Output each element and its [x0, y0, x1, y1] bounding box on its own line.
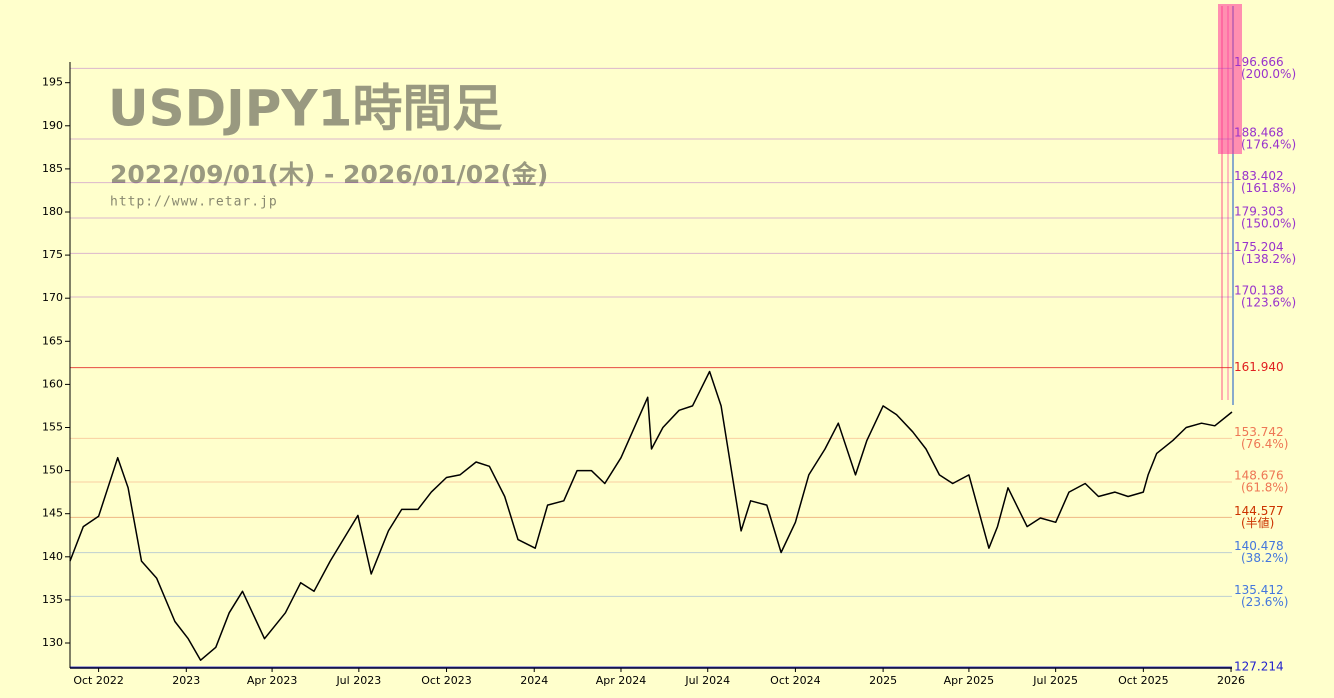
y-tick-label: 175 [42, 248, 63, 261]
level-note: (76.4%) [1241, 437, 1288, 451]
x-tick-label: Jul 2023 [335, 674, 381, 687]
x-tick-label: Jul 2025 [1032, 674, 1078, 687]
y-tick-label: 155 [42, 420, 63, 433]
y-tick-label: 150 [42, 464, 63, 477]
x-tick-label: Oct 2024 [770, 674, 821, 687]
level-note: (23.6%) [1241, 595, 1288, 609]
y-tick-label: 165 [42, 334, 63, 347]
level-label: 135.412 [1234, 583, 1284, 597]
x-tick-label: Oct 2023 [421, 674, 472, 687]
level-label: 140.478 [1234, 539, 1284, 553]
y-tick-label: 130 [42, 636, 63, 649]
x-tick-label: Apr 2025 [944, 674, 995, 687]
level-label: 175.204 [1234, 240, 1284, 254]
deco-block [1218, 4, 1242, 154]
level-note: (61.8%) [1241, 481, 1288, 495]
x-tick-label: Apr 2023 [247, 674, 298, 687]
y-tick-label: 135 [42, 593, 63, 606]
x-tick-label: 2026 [1217, 674, 1245, 687]
x-tick-label: 2024 [520, 674, 548, 687]
level-note: (200.0%) [1241, 67, 1296, 81]
y-tick-label: 190 [42, 119, 63, 132]
watermark-subtitle: 2022/09/01(木) - 2026/01/02(金) [110, 160, 548, 189]
level-label: 127.214 [1234, 660, 1284, 674]
x-tick-label: Apr 2024 [596, 674, 647, 687]
level-label: 188.468 [1234, 125, 1284, 139]
level-note: (38.2%) [1241, 551, 1288, 565]
level-label: 170.138 [1234, 284, 1284, 298]
y-tick-label: 145 [42, 507, 63, 520]
y-tick-label: 140 [42, 550, 63, 563]
watermark-title: USDJPY1時間足 [108, 80, 502, 138]
x-tick-label: 2023 [172, 674, 200, 687]
watermark-url: http://www.retar.jp [110, 195, 278, 210]
level-note: (161.8%) [1241, 181, 1296, 195]
y-tick-label: 180 [42, 205, 63, 218]
x-tick-label: Jul 2024 [684, 674, 730, 687]
x-tick-label: Oct 2025 [1118, 674, 1169, 687]
level-label: 179.303 [1234, 204, 1284, 218]
level-label: 153.742 [1234, 425, 1284, 439]
decoration [1218, 4, 1242, 405]
y-tick-label: 160 [42, 377, 63, 390]
level-note: (138.2%) [1241, 252, 1296, 266]
level-label: 144.577 [1234, 504, 1284, 518]
level-label: 183.402 [1234, 169, 1284, 183]
level-label: 148.676 [1234, 469, 1284, 483]
level-note: (123.6%) [1241, 296, 1296, 310]
level-note: (150.0%) [1241, 216, 1296, 230]
price-line [69, 370, 1233, 661]
y-tick-label: 170 [42, 291, 63, 304]
x-tick-label: 2025 [869, 674, 897, 687]
y-tick-label: 185 [42, 162, 63, 175]
x-tick-label: Oct 2022 [73, 674, 124, 687]
level-note: (半値) [1241, 515, 1274, 530]
y-tick-label: 195 [42, 76, 63, 89]
level-label: 196.666 [1234, 55, 1284, 69]
level-note: (176.4%) [1241, 137, 1296, 151]
level-label: 161.940 [1234, 360, 1284, 374]
